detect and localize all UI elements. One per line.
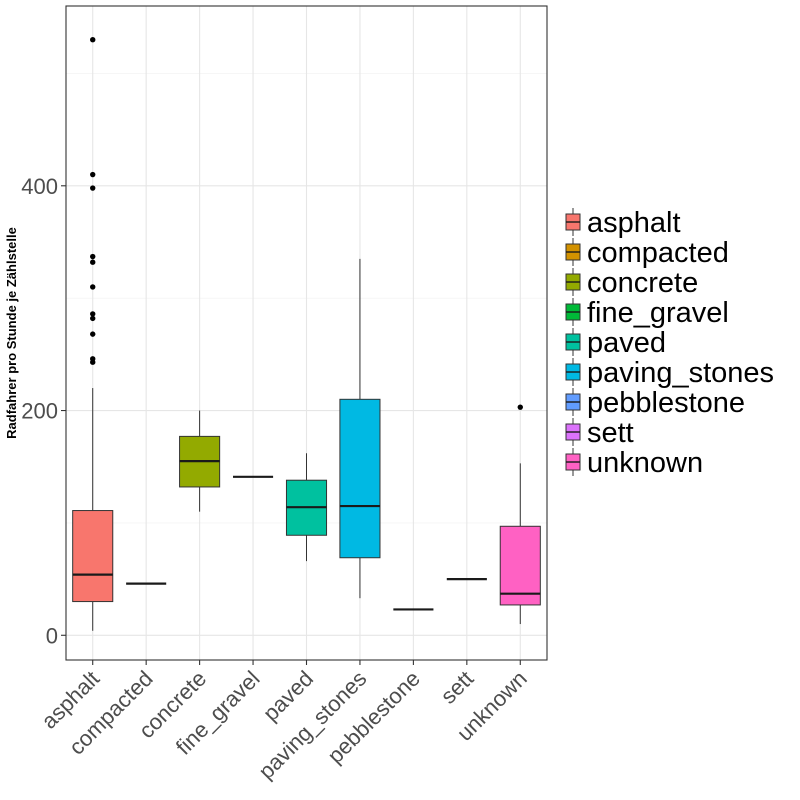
box-unknown (499, 404, 541, 625)
legend-item-sett: sett (565, 417, 634, 449)
legend-item-pebblestone: pebblestone (565, 387, 745, 419)
box-iqr (339, 398, 381, 559)
y-axis-label: Radfahrer pro Stunde je Zählstelle (4, 227, 19, 439)
legend-item-concrete: concrete (565, 267, 698, 299)
box-paved (285, 453, 328, 562)
legend-item-paving_stones: paving_stones (565, 357, 774, 389)
legend-label: pebblestone (587, 387, 745, 419)
legend-label: compacted (587, 237, 729, 269)
legend-item-fine_gravel: fine_gravel (565, 297, 729, 329)
legend-item-paved: paved (565, 327, 666, 359)
outlier-point (90, 284, 96, 290)
box-paving_stones (339, 258, 381, 599)
boxes (72, 37, 541, 631)
outlier-point (90, 253, 96, 260)
box-iqr (499, 525, 541, 606)
outlier-point (90, 171, 96, 178)
y-tick-label: 0 (46, 623, 58, 648)
outlier-point (90, 185, 96, 191)
y-tick-label: 200 (21, 399, 58, 424)
box-iqr (72, 510, 114, 603)
outlier-point (517, 404, 523, 410)
legend-label: unknown (587, 447, 703, 479)
legend-item-unknown: unknown (565, 447, 703, 479)
legend-item-asphalt: asphalt (565, 207, 681, 239)
legend-label: concrete (587, 267, 698, 299)
legend-label: paving_stones (587, 357, 774, 389)
legend-label: fine_gravel (587, 297, 729, 329)
box-concrete (179, 410, 221, 512)
outlier-point (90, 331, 96, 337)
legend-item-compacted: compacted (565, 237, 729, 269)
grid (66, 6, 547, 660)
legend-label: asphalt (587, 207, 681, 239)
y-tick-label: 400 (21, 174, 58, 199)
outlier-point (90, 311, 96, 317)
box-asphalt (72, 37, 114, 631)
outlier-point (90, 37, 96, 43)
legend-label: paved (587, 327, 666, 359)
y-axis: 0 200 400 (21, 174, 66, 648)
outlier-point (90, 259, 96, 265)
legend-label: sett (587, 417, 634, 449)
x-axis: asphaltcompactedconcretefine_gravelpaved… (36, 660, 532, 784)
outlier-point (90, 315, 96, 322)
legend: asphaltcompactedconcretefine_gravelpaved… (565, 207, 774, 479)
outlier-point (90, 356, 96, 362)
x-tick-label: sett (436, 666, 479, 709)
